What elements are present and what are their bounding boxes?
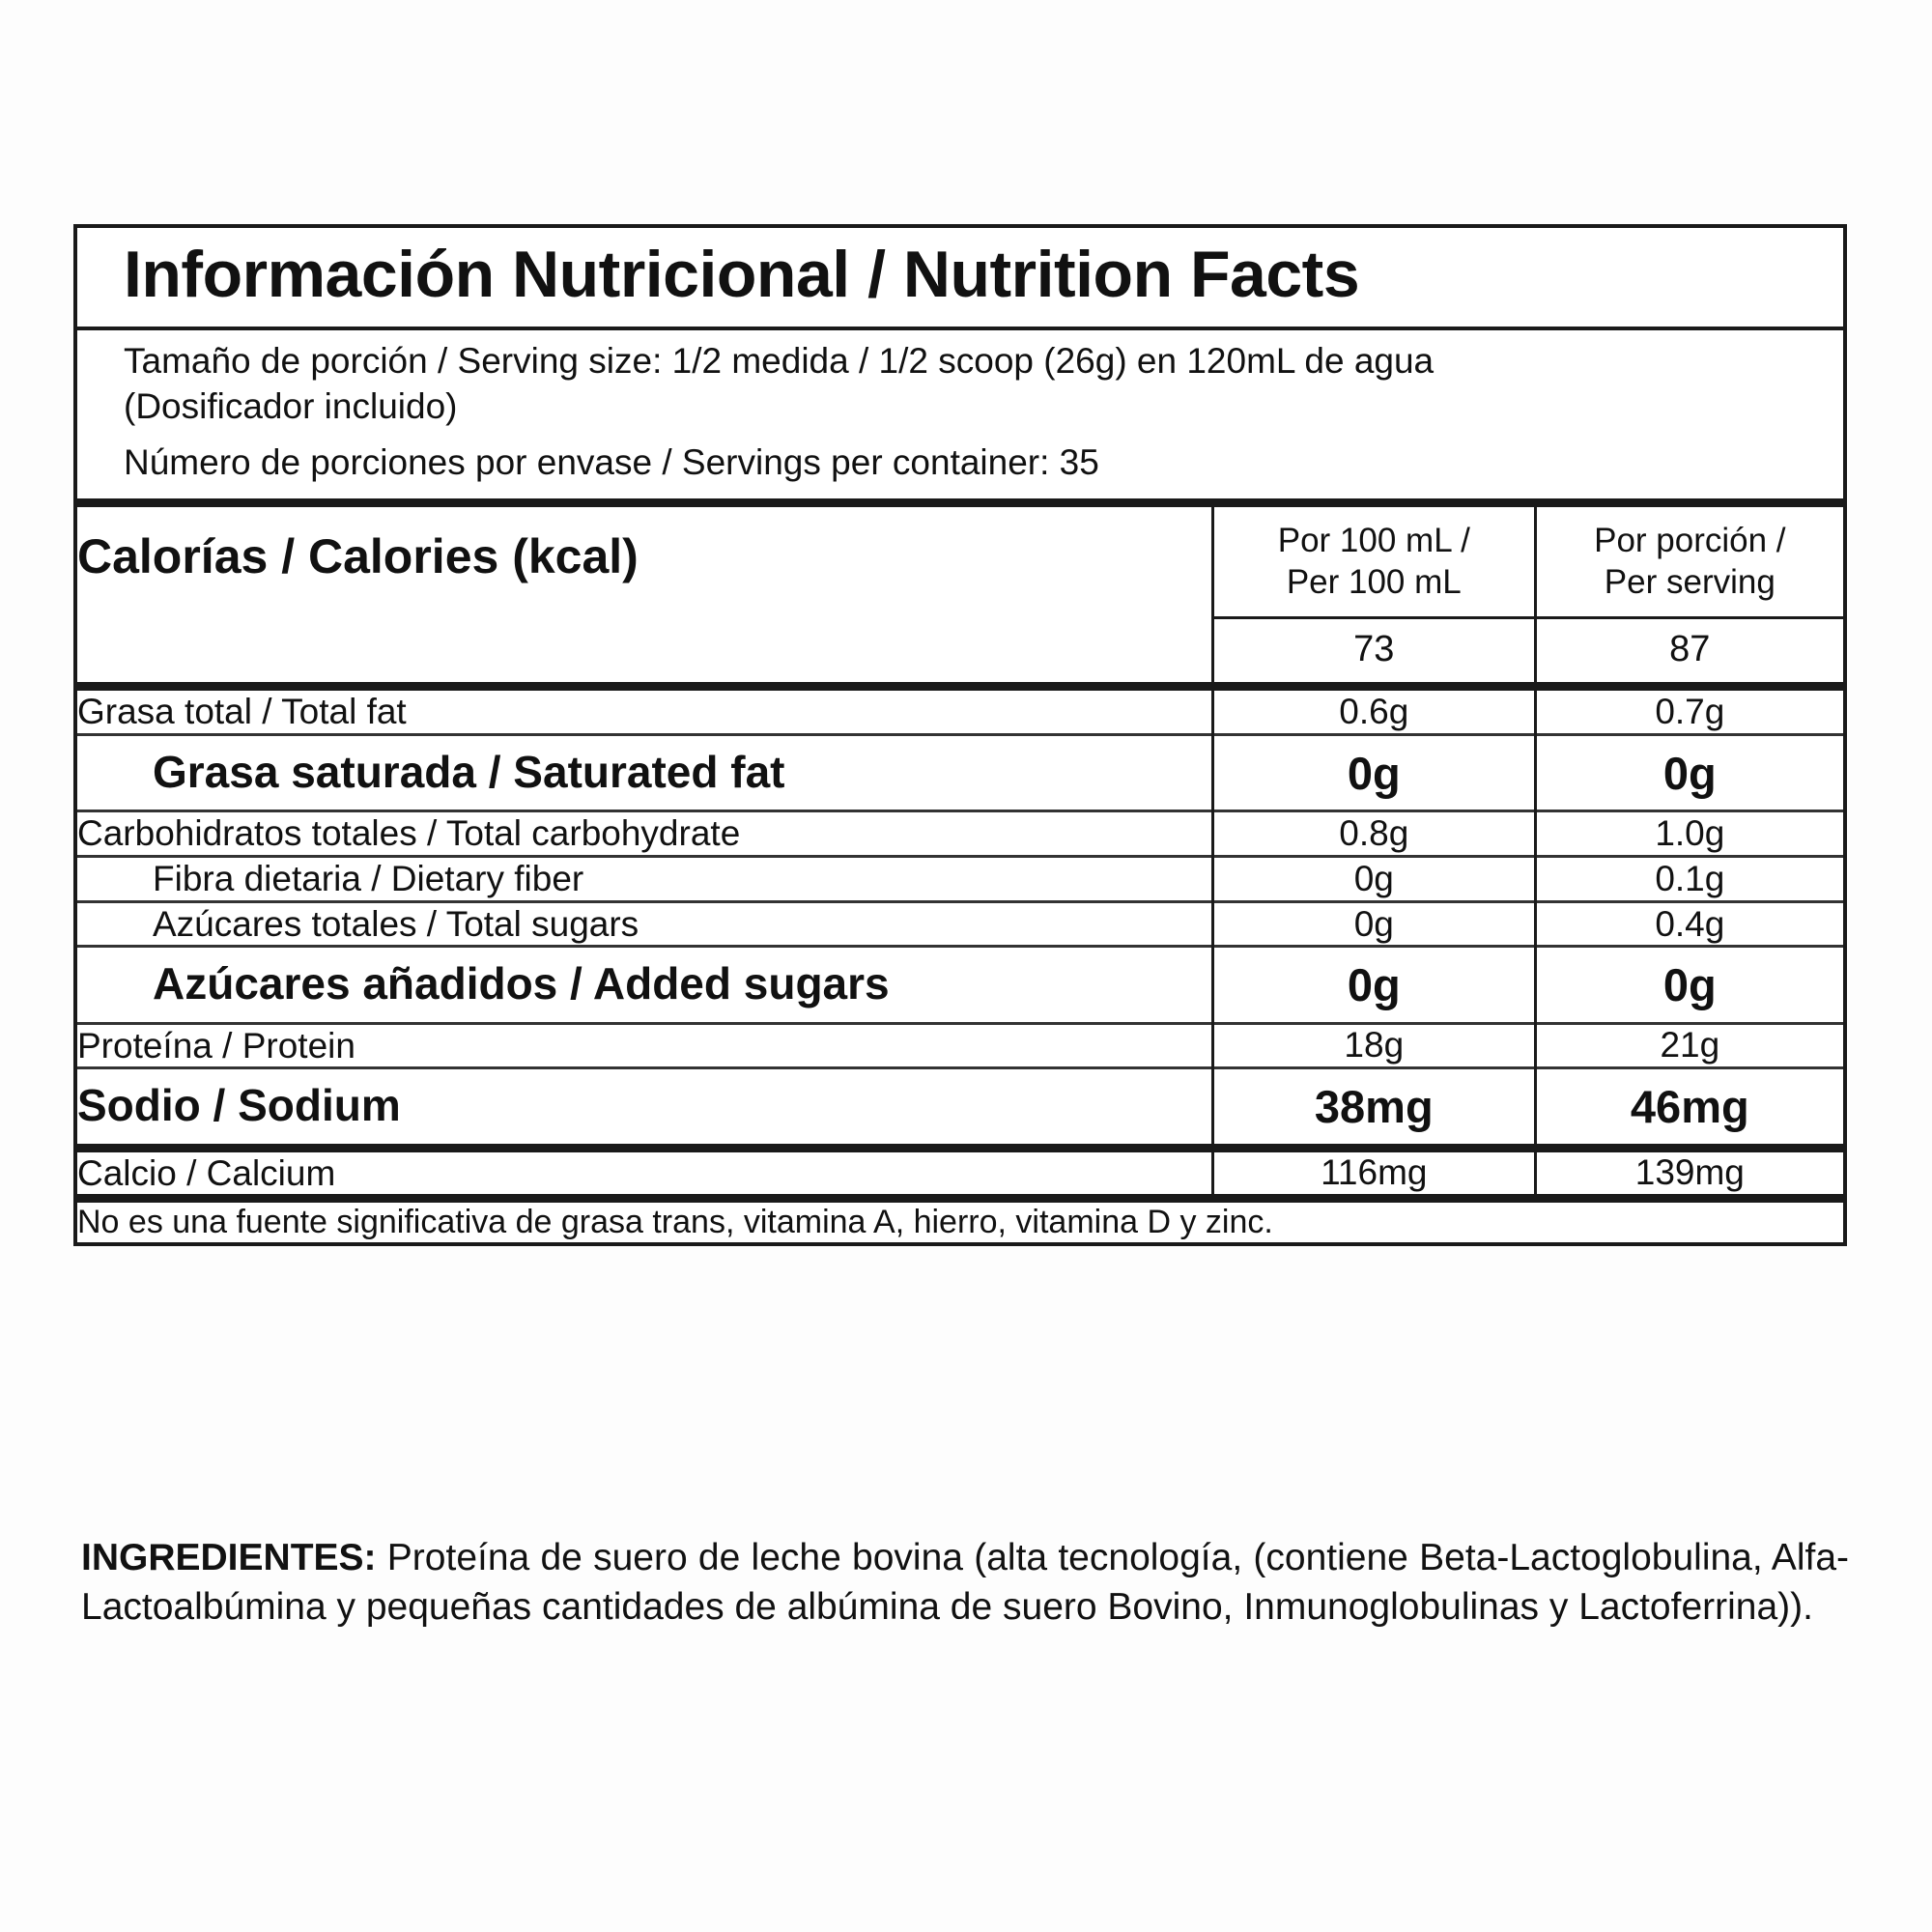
row-value-calcium-per-serving: 139mg	[1533, 1143, 1843, 1199]
column-header-per-100ml-line1: Por 100 mL /	[1277, 522, 1470, 560]
ingredients-section: INGREDIENTES: Proteína de suero de leche…	[81, 1534, 1849, 1632]
table-row: Calcio / Calcium 116mg 139mg	[77, 1143, 1843, 1199]
column-header-per-serving: Por porción / Per serving	[1533, 507, 1843, 620]
row-label-total-fat: Grasa total / Total fat	[77, 682, 1213, 735]
row-value-dietary-fiber-per-serving: 0.1g	[1533, 855, 1843, 902]
calories-label: Calorías / Calories (kcal)	[77, 529, 639, 584]
row-value-protein-per-100ml: 18g	[1210, 1021, 1536, 1068]
row-label-protein: Proteína / Protein	[77, 1021, 1213, 1068]
row-value-added-sugars-per-serving: 0g	[1533, 945, 1843, 1024]
footnote-text: No es una fuente significativa de grasa …	[77, 1194, 1843, 1242]
nutrition-facts-panel: Información Nutricional / Nutrition Fact…	[73, 224, 1847, 1246]
table-row: Fibra dietaria / Dietary fiber 0g 0.1g	[77, 855, 1843, 902]
row-value-added-sugars-per-100ml: 0g	[1210, 945, 1536, 1024]
row-value-total-fat-per-100ml: 0.6g	[1210, 682, 1536, 735]
row-value-total-sugars-per-serving: 0.4g	[1533, 899, 1843, 947]
row-label-total-carbohydrate: Carbohidratos totales / Total carbohydra…	[77, 810, 1213, 857]
calories-per-serving: 87	[1533, 617, 1843, 687]
row-label-total-sugars: Azúcares totales / Total sugars	[77, 899, 1213, 947]
row-value-dietary-fiber-per-100ml: 0g	[1210, 855, 1536, 902]
row-value-sodium-per-100ml: 38mg	[1210, 1066, 1536, 1149]
serving-size-line-1: Tamaño de porción / Serving size: 1/2 me…	[124, 341, 1435, 381]
serving-size-line-2: (Dosificador incluido)	[124, 386, 458, 427]
servings-per-container: Número de porciones por envase / Serving…	[124, 441, 1099, 482]
row-label-calcium: Calcio / Calcium	[77, 1143, 1213, 1199]
table-row: Sodio / Sodium 38mg 46mg	[77, 1066, 1843, 1149]
footnote-row: No es una fuente significativa de grasa …	[77, 1194, 1843, 1242]
table-row: Azúcares añadidos / Added sugars 0g 0g	[77, 945, 1843, 1024]
row-value-protein-per-serving: 21g	[1533, 1021, 1843, 1068]
panel-title-row: Información Nutricional / Nutrition Fact…	[77, 228, 1843, 330]
column-header-per-serving-line1: Por porción /	[1594, 522, 1786, 560]
row-value-total-fat-per-serving: 0.7g	[1533, 682, 1843, 735]
row-value-saturated-fat-per-100ml: 0g	[1210, 733, 1536, 811]
table-row: Azúcares totales / Total sugars 0g 0.4g	[77, 899, 1843, 947]
row-value-saturated-fat-per-serving: 0g	[1533, 733, 1843, 811]
column-header-per-serving-line2: Per serving	[1604, 562, 1776, 601]
column-header-per-100ml-line2: Per 100 mL	[1286, 562, 1462, 601]
page-title: Información Nutricional / Nutrition Fact…	[124, 238, 1360, 311]
row-value-total-carbohydrate-per-serving: 1.0g	[1533, 810, 1843, 857]
row-label-dietary-fiber: Fibra dietaria / Dietary fiber	[77, 855, 1213, 902]
calories-header-row: Calorías / Calories (kcal) Por 100 mL / …	[77, 507, 1843, 620]
calories-per-100ml: 73	[1210, 617, 1536, 687]
row-value-calcium-per-100ml: 116mg	[1210, 1143, 1536, 1199]
column-header-per-100ml: Por 100 mL / Per 100 mL	[1210, 507, 1536, 620]
serving-info-block: Tamaño de porción / Serving size: 1/2 me…	[77, 330, 1843, 508]
ingredients-label: INGREDIENTES:	[81, 1537, 377, 1578]
table-row: Carbohidratos totales / Total carbohydra…	[77, 810, 1843, 857]
row-value-total-sugars-per-100ml: 0g	[1210, 899, 1536, 947]
nutrition-table: Calorías / Calories (kcal) Por 100 mL / …	[77, 507, 1843, 1242]
row-value-total-carbohydrate-per-100ml: 0.8g	[1210, 810, 1536, 857]
row-label-saturated-fat: Grasa saturada / Saturated fat	[77, 733, 1213, 811]
table-row: Grasa saturada / Saturated fat 0g 0g	[77, 733, 1843, 811]
table-row: Grasa total / Total fat 0.6g 0.7g	[77, 682, 1843, 735]
table-row: Proteína / Protein 18g 21g	[77, 1021, 1843, 1068]
row-label-sodium: Sodio / Sodium	[77, 1066, 1213, 1149]
row-label-added-sugars: Azúcares añadidos / Added sugars	[77, 945, 1213, 1024]
calories-value-row: 73 87	[77, 617, 1843, 687]
row-value-sodium-per-serving: 46mg	[1533, 1066, 1843, 1149]
ingredients-text: Proteína de suero de leche bovina (alta …	[81, 1537, 1849, 1628]
